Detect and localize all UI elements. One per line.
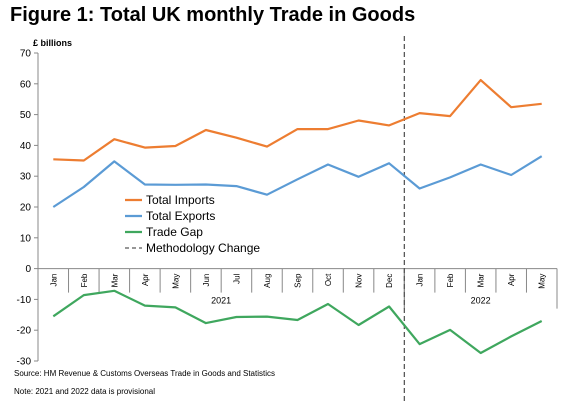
x-tick-label: Nov <box>355 274 364 288</box>
y-tick-label: 30 <box>20 172 32 183</box>
x-tick-label: May <box>538 274 547 289</box>
x-tick-label: Sep <box>294 273 303 288</box>
provisional-note: Note: 2021 and 2022 data is provisional <box>14 387 155 396</box>
series-lines <box>52 78 543 355</box>
chart-title: Figure 1: Total UK monthly Trade in Good… <box>10 4 416 26</box>
source-note: Source: HM Revenue & Customs Overseas Tr… <box>14 369 276 378</box>
legend-label: Total Imports <box>146 193 215 207</box>
x-tick-label: Feb <box>446 273 455 287</box>
x-tick-label: Jun <box>202 274 211 287</box>
year-group-label: 2022 <box>471 296 491 306</box>
x-tick-label: Apr <box>141 273 150 286</box>
series-line-total-imports <box>53 78 542 162</box>
x-tick-label: Feb <box>80 273 89 287</box>
legend-label: Trade Gap <box>146 225 203 239</box>
x-tick-label: Mar <box>477 273 486 287</box>
y-tick-label: -30 <box>17 357 32 368</box>
x-tick-label: Oct <box>324 273 333 286</box>
x-tick-label: Jul <box>232 273 241 283</box>
y-tick-label: 40 <box>20 141 32 152</box>
legend: Total Imports Total Exports Trade Gap Metho… <box>125 193 260 255</box>
axes: £ billions -30 -20 -10 0 10 20 30 40 50 60 70 2021 20… <box>17 36 558 402</box>
y-tick-label: 10 <box>20 233 32 244</box>
y-tick-label: 20 <box>20 203 32 214</box>
y-tick-label: 70 <box>20 49 32 60</box>
y-axis-label: £ billions <box>33 38 72 48</box>
y-tick-label: -10 <box>17 295 32 306</box>
x-tick-label: Mar <box>110 273 119 287</box>
y-tick-label: 0 <box>25 264 31 275</box>
x-tick-label: Jan <box>49 274 58 287</box>
series-line-total-exports <box>52 155 543 208</box>
legend-label: Total Exports <box>146 209 215 223</box>
legend-label: Methodology Change <box>146 241 260 255</box>
series-line-trade-gap <box>52 289 543 355</box>
x-tick-label: May <box>171 274 180 289</box>
year-group-label: 2021 <box>211 296 231 306</box>
x-tick-label: Apr <box>507 273 516 286</box>
y-tick-label: 50 <box>20 110 32 121</box>
y-tick-label: 60 <box>20 79 32 90</box>
x-tick-label: Aug <box>263 274 272 288</box>
x-tick-label: Jan <box>416 274 425 287</box>
x-tick-label: Dec <box>385 274 394 288</box>
y-tick-label: -20 <box>17 326 32 337</box>
